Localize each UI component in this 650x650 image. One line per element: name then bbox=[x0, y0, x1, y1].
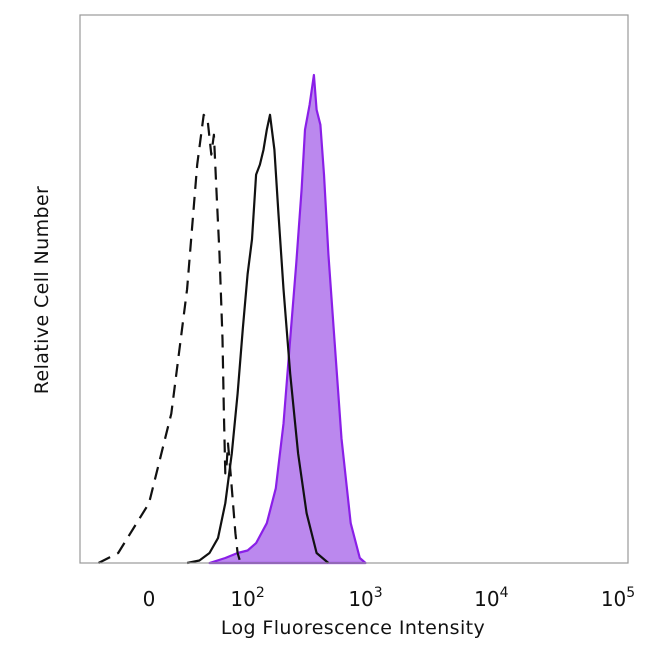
series-layer bbox=[98, 73, 367, 565]
x-tick-label: 0 bbox=[143, 587, 156, 611]
x-tick-label: 105 bbox=[601, 585, 635, 611]
x-tick-label: 102 bbox=[230, 585, 264, 611]
series-stained-sample bbox=[208, 73, 367, 565]
x-tick-labels: 0 102 103 104 105 bbox=[143, 585, 636, 611]
series-isotype-control bbox=[186, 113, 330, 565]
series-unstained-control bbox=[98, 113, 246, 565]
x-tick-label: 103 bbox=[348, 585, 382, 611]
y-axis-label: Relative Cell Number bbox=[31, 186, 53, 395]
x-tick-label: 104 bbox=[474, 585, 508, 611]
plot-frame bbox=[79, 14, 629, 564]
x-axis-label: Log Fluorescence Intensity bbox=[221, 617, 485, 639]
